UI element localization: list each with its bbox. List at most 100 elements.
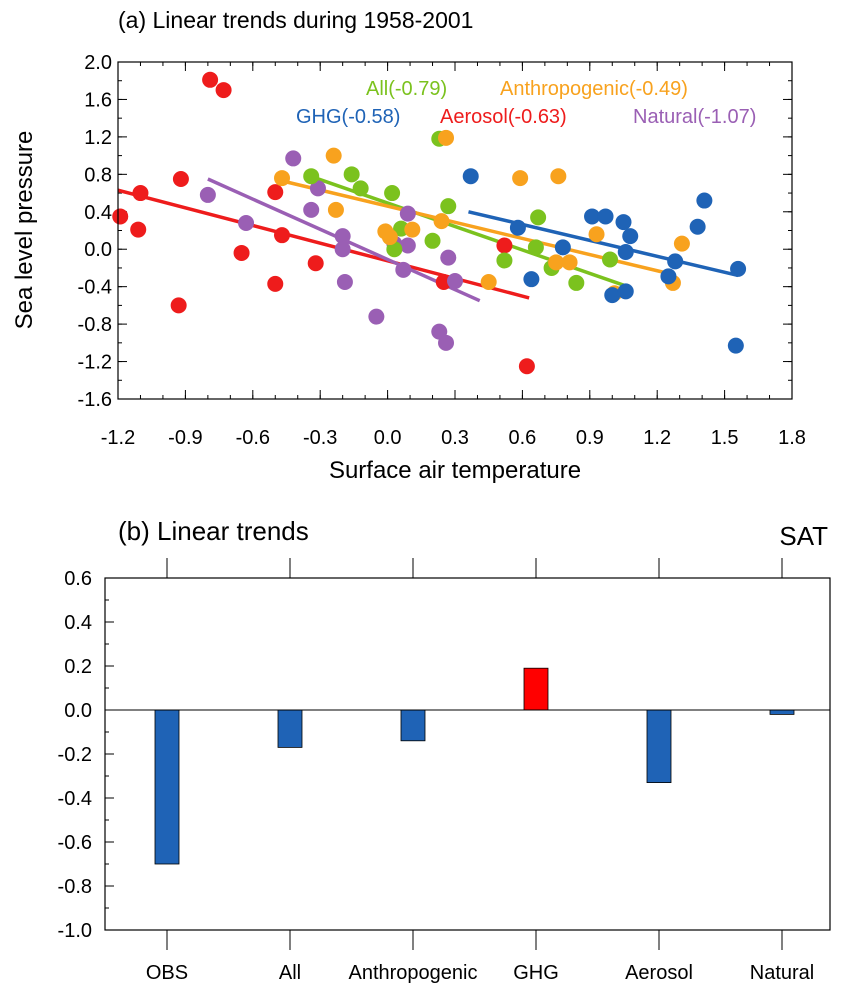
point-all bbox=[568, 274, 585, 291]
point-ghg bbox=[617, 244, 634, 261]
y-tick-label: 2.0 bbox=[84, 52, 112, 74]
point-anthropogenic bbox=[438, 129, 455, 146]
point-anthropogenic bbox=[550, 168, 567, 185]
x-tick-label: 0.9 bbox=[576, 427, 604, 449]
point-ghg bbox=[727, 337, 744, 354]
trend-line-all bbox=[315, 176, 629, 289]
point-aerosol bbox=[267, 275, 284, 292]
point-anthropogenic bbox=[274, 170, 291, 187]
point-ghg bbox=[604, 287, 621, 304]
x-tick-label: -1.2 bbox=[101, 427, 135, 449]
bar-y-tick-label: -1.0 bbox=[58, 920, 92, 942]
x-tick-label: -0.9 bbox=[168, 427, 202, 449]
legend-label-natural: Natural(-1.07) bbox=[633, 106, 756, 128]
point-anthropogenic bbox=[404, 221, 421, 238]
point-all bbox=[384, 185, 401, 202]
point-all bbox=[352, 180, 369, 197]
y-tick-label: 0.8 bbox=[84, 164, 112, 186]
scatter-legend: All(-0.79) Anthropogenic(-0.49) GHG(-0.5… bbox=[296, 78, 756, 128]
point-anthropogenic bbox=[433, 213, 450, 230]
trend-line-aerosol bbox=[117, 188, 530, 300]
bar-corner-label: SAT bbox=[779, 521, 828, 551]
point-anthropogenic bbox=[548, 254, 565, 271]
point-ghg bbox=[554, 239, 571, 256]
point-aerosol bbox=[132, 185, 149, 202]
y-tick-label: 0.0 bbox=[84, 239, 112, 261]
x-tick-label: 0.3 bbox=[441, 427, 469, 449]
point-ghg bbox=[696, 192, 713, 209]
legend-label-aerosol: Aerosol(-0.63) bbox=[440, 106, 567, 128]
scatter-title: (a) Linear trends during 1958-2001 bbox=[118, 7, 473, 33]
bar-series bbox=[154, 667, 795, 865]
point-all bbox=[303, 168, 320, 185]
point-ghg bbox=[462, 168, 479, 185]
bar-y-tick-label: 0.2 bbox=[64, 656, 92, 678]
x-tick-label: 1.8 bbox=[778, 427, 806, 449]
point-natural bbox=[199, 186, 216, 203]
bar-y-tick-label: -0.2 bbox=[58, 744, 92, 766]
point-ghg bbox=[689, 218, 706, 235]
bar-plot-frame bbox=[104, 577, 831, 931]
legend-label-all: All(-0.79) bbox=[366, 78, 447, 100]
bar-category-label-ghg: GHG bbox=[513, 962, 559, 984]
point-all bbox=[527, 239, 544, 256]
x-tick-label: -0.6 bbox=[236, 427, 270, 449]
point-all bbox=[440, 198, 457, 215]
bar-y-tick-label: -0.6 bbox=[58, 832, 92, 854]
bar-y-tick-label: 0.6 bbox=[64, 568, 92, 590]
point-ghg bbox=[617, 283, 634, 300]
y-tick-label: 1.6 bbox=[84, 89, 112, 111]
point-all bbox=[530, 209, 547, 226]
bar-category-label-anthropogenic: Anthropogenic bbox=[349, 962, 478, 984]
bar-anthropogenic bbox=[400, 709, 426, 742]
bar-panel: (b) Linear trends SAT 0.6 0.4 0.2 0.0 -0.2 -0… bbox=[58, 516, 831, 984]
point-ghg bbox=[597, 208, 614, 225]
y-tick-label: -1.2 bbox=[78, 352, 112, 374]
point-aerosol bbox=[274, 227, 291, 244]
point-all bbox=[424, 232, 441, 249]
bar-y-tick-label: -0.8 bbox=[58, 876, 92, 898]
y-tick-label: -0.4 bbox=[78, 277, 112, 299]
point-all bbox=[343, 166, 360, 183]
point-anthropogenic bbox=[325, 147, 342, 164]
point-aerosol bbox=[130, 221, 147, 238]
scatter-y-axis-label: Sea level pressure bbox=[11, 131, 38, 330]
bar-y-tick-label: -0.4 bbox=[58, 788, 92, 810]
point-ghg bbox=[667, 253, 684, 270]
bar-obs bbox=[154, 709, 180, 865]
bar-category-label-natural: Natural bbox=[750, 962, 814, 984]
point-natural bbox=[399, 237, 416, 254]
point-anthropogenic bbox=[381, 229, 398, 246]
bar-category-label-all: All bbox=[279, 962, 301, 984]
point-anthropogenic bbox=[673, 235, 690, 252]
point-ghg bbox=[523, 271, 540, 288]
point-all bbox=[386, 241, 403, 258]
point-aerosol bbox=[112, 208, 129, 225]
point-aerosol bbox=[233, 244, 250, 261]
point-anthropogenic bbox=[327, 201, 344, 218]
bar-ghg bbox=[523, 667, 549, 711]
bar-y-tick-label: 0.4 bbox=[64, 612, 92, 634]
point-natural bbox=[334, 241, 351, 258]
point-natural bbox=[368, 308, 385, 325]
point-anthropogenic bbox=[588, 226, 605, 243]
point-aerosol bbox=[496, 237, 513, 254]
y-tick-label: -1.6 bbox=[78, 389, 112, 411]
x-tick-label: -0.3 bbox=[303, 427, 337, 449]
point-anthropogenic bbox=[561, 254, 578, 271]
point-ghg bbox=[622, 228, 639, 245]
y-tick-label: -0.8 bbox=[78, 314, 112, 336]
scatter-axes-ticks: -1.2 -0.9 -0.6 -0.3 0.0 0.3 0.6 0.9 1.2 1.5 1.8 2.0… bbox=[78, 52, 806, 449]
x-tick-label: 1.5 bbox=[711, 427, 739, 449]
point-aerosol bbox=[202, 71, 219, 88]
point-natural bbox=[285, 150, 302, 167]
point-aerosol bbox=[518, 358, 535, 375]
bar-natural bbox=[769, 709, 795, 715]
scatter-plot-frame bbox=[117, 61, 793, 400]
point-natural bbox=[395, 261, 412, 278]
bar-category-label-aerosol: Aerosol bbox=[625, 962, 693, 984]
legend-label-ghg: GHG(-0.58) bbox=[296, 106, 400, 128]
x-tick-label: 1.2 bbox=[643, 427, 671, 449]
point-ghg bbox=[584, 208, 601, 225]
